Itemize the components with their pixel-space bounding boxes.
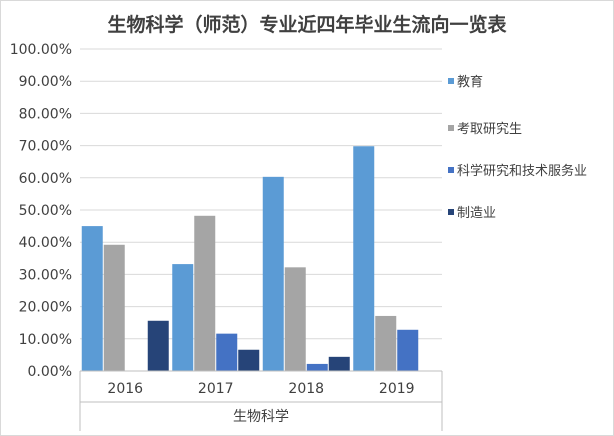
x-tick-label: 2016 [107, 381, 143, 397]
legend-swatch [448, 209, 454, 215]
chart-title: 生物科学（师范）专业近四年毕业生流向一览表 [107, 13, 507, 36]
legend-label: 科学研究和技术服务业 [457, 163, 587, 179]
y-tick-label: 30.00% [19, 267, 72, 283]
y-tick-label: 70.00% [19, 139, 72, 155]
y-tick-label: 90.00% [19, 74, 72, 90]
y-tick-label: 10.00% [19, 332, 72, 348]
legend-swatch [448, 125, 454, 131]
bar-考取研究生-2019 [375, 315, 397, 371]
x-tick-label: 2017 [198, 381, 234, 397]
legend-label: 考取研究生 [457, 122, 522, 137]
bar-制造业-2017 [238, 349, 260, 371]
bar-科学研究和技术服务业-2017 [216, 333, 238, 371]
x-axis-group-label: 生物科学 [233, 409, 289, 425]
x-axis-ticks: 2016 2017 2018 2019 [107, 381, 414, 397]
bar-教育-2019 [353, 146, 375, 371]
bar-教育-2016 [81, 226, 103, 371]
bar-考取研究生-2016 [103, 244, 125, 371]
bar-制造业-2018 [328, 356, 350, 371]
y-tick-label: 20.00% [19, 300, 72, 316]
y-axis-ticks: 0.00% 10.00% 20.00% 30.00% 40.00% 50.00% 60.00… [10, 42, 72, 380]
y-tick-label: 80.00% [19, 106, 72, 122]
x-axis [79, 370, 443, 431]
y-tick-label: 60.00% [19, 171, 72, 187]
legend-label: 制造业 [457, 206, 496, 221]
bar-考取研究生-2017 [194, 215, 216, 371]
y-tick-label: 0.00% [28, 364, 72, 380]
bar-教育-2017 [172, 264, 194, 371]
legend-swatch [448, 78, 454, 84]
bar-科学研究和技术服务业-2018 [306, 363, 328, 371]
bar-制造业-2016 [147, 320, 169, 371]
bar-教育-2018 [262, 176, 284, 371]
y-tick-label: 40.00% [19, 235, 72, 251]
y-tick-label: 50.00% [19, 203, 72, 219]
y-tick-label: 100.00% [10, 42, 72, 58]
legend-swatch [448, 167, 454, 173]
bar-科学研究和技术服务业-2019 [397, 329, 419, 371]
gridlines [80, 48, 442, 340]
legend-label: 教育 [457, 74, 483, 90]
bar-考取研究生-2018 [284, 267, 306, 371]
bars [81, 146, 419, 371]
x-tick-label: 2018 [288, 381, 324, 397]
x-tick-label: 2019 [379, 381, 415, 397]
